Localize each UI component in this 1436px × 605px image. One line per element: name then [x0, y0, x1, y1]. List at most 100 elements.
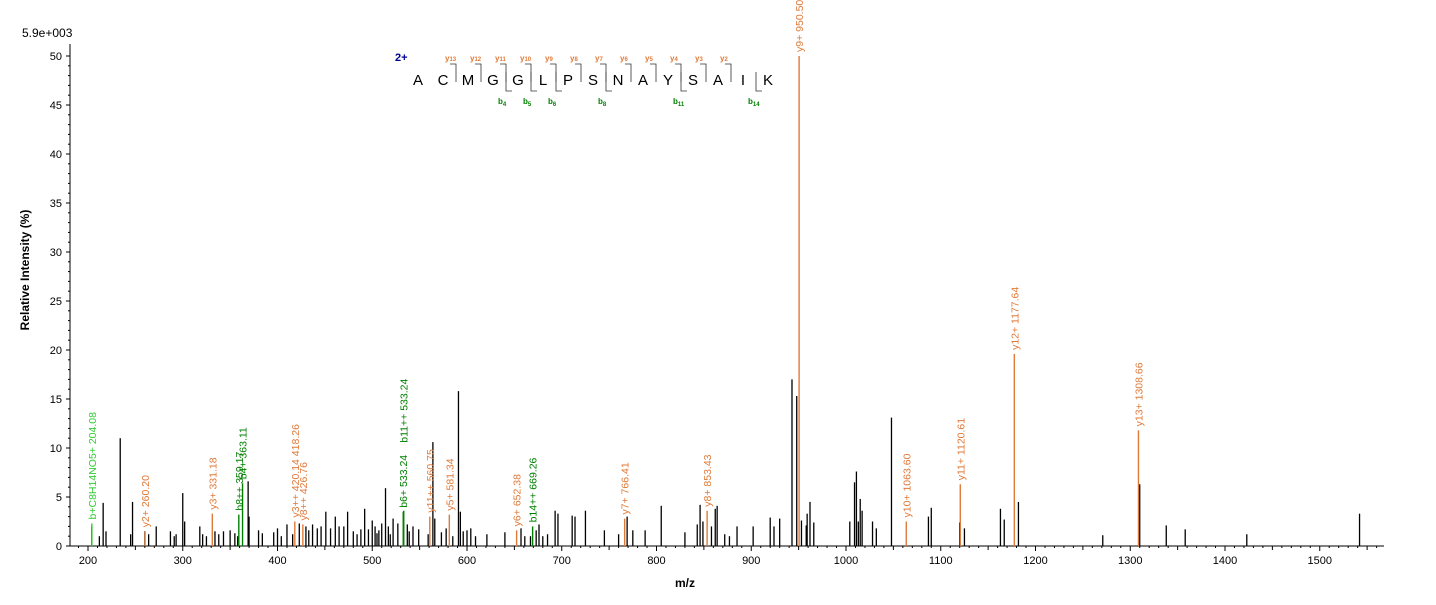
y-tick-label: 0 [56, 541, 62, 553]
y-ion-index: 7 [599, 57, 603, 63]
y-ion-marker [700, 63, 707, 82]
sequence-residue: S [688, 72, 698, 89]
sequence-residue: Y [663, 72, 673, 89]
y-ion-index: 3 [699, 57, 703, 63]
peak-annotation: y13+ 1308.66 [1133, 362, 1145, 426]
y-ion-marker [500, 63, 507, 82]
x-tick-label: 1200 [1023, 555, 1047, 567]
b-ion-label: b14 [748, 97, 760, 108]
y-ion-marker [475, 63, 482, 82]
b-ion-label: b11 [673, 97, 685, 108]
sequence-residue: G [512, 72, 524, 89]
sequence-residue: G [487, 72, 499, 89]
peak-annotation: y5+ 581.34 [444, 458, 456, 510]
sequence-residue: S [588, 72, 598, 89]
y-ion-label: y2 [720, 54, 728, 63]
y-ion-label: y11 [495, 54, 506, 63]
y-ion-index: 13 [449, 57, 456, 63]
y-axis-label: Relative Intensity (%) [18, 210, 32, 331]
peak-annotation: y12+ 1177.64 [1009, 287, 1021, 350]
sequence-residue: P [563, 72, 573, 89]
peak-annotation: y3+ 331.18 [207, 457, 219, 509]
y-ion-label: y4 [670, 54, 678, 63]
y-ion-label: y13 [445, 54, 457, 63]
b-ion-marker [605, 72, 612, 92]
b-ion-marker [530, 72, 537, 92]
peaks [91, 379, 1361, 546]
sequence-residue: A [713, 72, 723, 89]
y-ion-label: y6 [620, 54, 628, 63]
peak-annotation: y3++ 420.14 418.26 [290, 424, 302, 518]
y-ion-index: 5 [649, 57, 653, 63]
peak-annotation: b+C8H14NO5+ 204.08 [87, 412, 99, 520]
sequence-residue: C [438, 72, 449, 89]
peak-annotation: y2+ 260.20 [140, 475, 152, 527]
peak-annotation: y10+ 1063.60 [901, 453, 913, 517]
peak-annotation: b11++ 533.24 [399, 379, 411, 443]
sequence-residue: I [741, 72, 745, 89]
peak-annotation: y7+ 766.41 [620, 462, 632, 514]
b-ion-index: 5 [528, 102, 532, 108]
x-tick-label: 900 [742, 555, 760, 567]
sequence-residue: L [539, 72, 547, 89]
y-ion-label: y3 [695, 54, 703, 63]
labeled-peaks: b+C8H14NO5+ 204.08 y2+ 260.20 y3+ 331.18 b8… [87, 0, 1145, 546]
y-ion-marker [525, 63, 532, 82]
y-tick-label: 25 [50, 296, 62, 308]
y-tick-label: 35 [50, 198, 62, 210]
y-ion-index: 8 [574, 57, 578, 63]
peak-annotation: y11++ 560.75 [425, 449, 437, 513]
x-tick-label: 1300 [1118, 555, 1142, 567]
y-ion-label: y8 [570, 54, 578, 63]
sequence-residue: N [613, 72, 624, 89]
y-ion-marker [575, 63, 582, 82]
x-tick-label: 1100 [929, 555, 953, 567]
y-tick-label: 30 [50, 247, 62, 259]
intensity-scale-label: 5.9e+003 [22, 26, 73, 40]
y-tick-label: 10 [50, 443, 62, 455]
b-ion-marker [505, 72, 512, 92]
peak-annotation: b4+ 363.11 [238, 427, 250, 479]
y-ion-index: 6 [624, 57, 628, 63]
peak-annotation: y8++ 426.76 [298, 462, 310, 521]
y-ion-index: 11 [499, 57, 506, 63]
y-tick-label: 45 [50, 100, 62, 112]
y-ion-label: y10 [520, 54, 532, 63]
sequence-residue: M [462, 72, 475, 89]
x-axis-label: m/z [675, 576, 695, 590]
y-tick-label: 20 [50, 345, 62, 357]
peak-annotation: y8+ 853.43 [702, 454, 714, 506]
b-ion-label: b5 [523, 97, 532, 108]
y-ion-marker [650, 63, 657, 82]
peak-annotation: b6+ 533.24 [398, 455, 410, 508]
x-tick-label: 200 [79, 555, 97, 567]
y-tick-label: 15 [50, 394, 62, 406]
x-tick-label: 300 [174, 555, 192, 567]
y-tick-label: 5 [56, 492, 62, 504]
y-ion-label: y7 [595, 54, 603, 63]
y-ion-marker [725, 63, 732, 82]
y-ion-marker [675, 63, 682, 82]
x-tick-label: 800 [647, 555, 665, 567]
y-ion-label: y5 [645, 54, 653, 63]
x-tick-label: 600 [458, 555, 476, 567]
peak-annotation: b14++ 669.26 [528, 457, 540, 522]
y-ion-index: 2 [724, 57, 728, 63]
y-ion-marker [600, 63, 607, 82]
x-tick-label: 1500 [1308, 555, 1332, 567]
peak-annotation: y11+ 1120.61 [955, 418, 967, 481]
x-tick-label: 700 [553, 555, 571, 567]
y-ion-marker [550, 63, 557, 82]
b-ion-index: 14 [753, 102, 760, 108]
x-tick-label: 500 [363, 555, 381, 567]
b-ion-index: 11 [678, 102, 685, 108]
sequence-residue: A [638, 72, 648, 89]
b-ion-label: b4 [498, 97, 507, 108]
y-ion-index: 12 [474, 57, 481, 63]
sequence-residue: K [763, 72, 773, 89]
y-axis-title: Relative Intensity (%) [18, 210, 32, 331]
b-ion-label: b8 [598, 97, 607, 108]
